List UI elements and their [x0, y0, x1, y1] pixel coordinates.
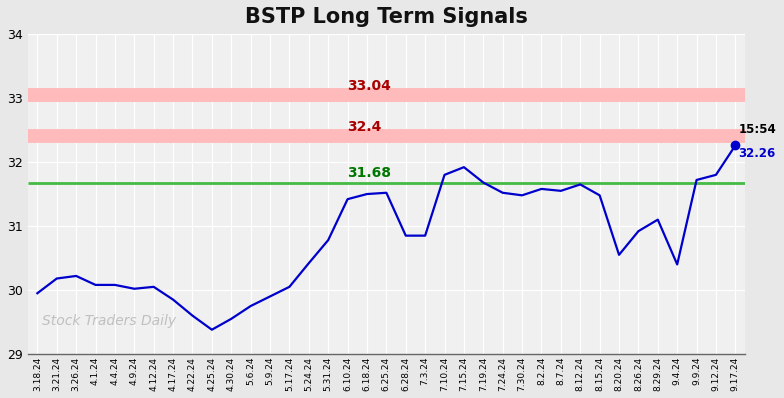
Text: 15:54: 15:54 [739, 123, 776, 136]
Text: 33.04: 33.04 [347, 79, 391, 93]
Text: 31.68: 31.68 [347, 166, 391, 180]
Text: Stock Traders Daily: Stock Traders Daily [42, 314, 176, 328]
Text: 32.4: 32.4 [347, 120, 382, 134]
Title: BSTP Long Term Signals: BSTP Long Term Signals [245, 7, 528, 27]
Text: 32.26: 32.26 [739, 147, 775, 160]
